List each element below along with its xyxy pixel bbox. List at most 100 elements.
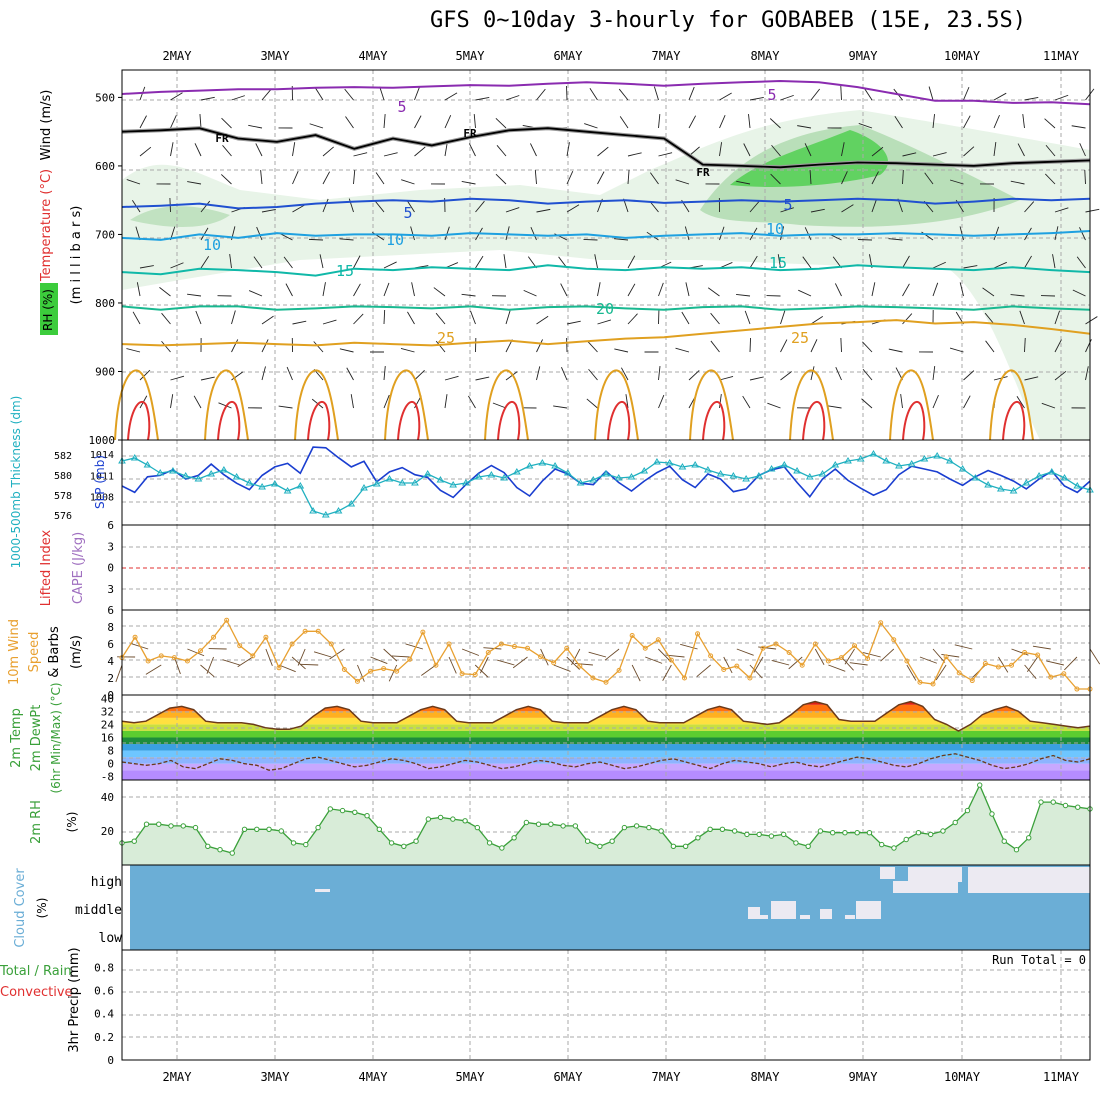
wind-barb bbox=[496, 144, 507, 157]
wind-barb bbox=[350, 394, 354, 409]
wind-barb bbox=[444, 394, 448, 409]
wind-barb-10m bbox=[863, 652, 881, 658]
wind-barb bbox=[963, 146, 975, 157]
wind-speed-point bbox=[184, 658, 190, 664]
wind-barb bbox=[780, 94, 794, 101]
pressure-axis-label: (m i l l i b a r s) bbox=[69, 206, 84, 305]
wind-barb bbox=[1024, 337, 1026, 353]
wind-barb bbox=[1054, 207, 1069, 213]
rh2m-point bbox=[572, 823, 579, 829]
wind-barb-10m bbox=[512, 656, 528, 669]
wind-barb-10m bbox=[849, 662, 868, 666]
wind-speed-point bbox=[197, 648, 203, 654]
wind-barb bbox=[1024, 255, 1032, 269]
rh2m-point bbox=[290, 840, 297, 846]
wind-barb bbox=[383, 114, 386, 129]
wind-barb bbox=[353, 283, 361, 297]
wind-barb bbox=[536, 88, 546, 101]
date-label-top: 10MAY bbox=[944, 49, 981, 63]
precip-tick-label: 0.6 bbox=[94, 985, 114, 998]
thickness-point bbox=[589, 476, 598, 483]
rh2m-point bbox=[977, 782, 983, 788]
wind-barb bbox=[587, 341, 598, 353]
wind-barb-10m bbox=[405, 643, 423, 650]
wind-speed-point bbox=[747, 675, 753, 681]
wind-speed-point bbox=[995, 664, 1001, 670]
wind-barb bbox=[530, 226, 537, 241]
wind-barb-10m bbox=[187, 648, 205, 657]
wind-barb bbox=[658, 366, 661, 381]
thickness-point bbox=[946, 457, 954, 464]
thickness-point bbox=[194, 475, 203, 482]
date-label-top: 7MAY bbox=[652, 49, 682, 63]
wind-barb bbox=[1045, 144, 1056, 157]
rh2m-point bbox=[180, 823, 186, 829]
wind-barb bbox=[1079, 227, 1086, 241]
thickness-point bbox=[691, 461, 700, 468]
wind-barb bbox=[748, 114, 751, 129]
wind-barb bbox=[315, 87, 324, 101]
wind-barb-10m bbox=[954, 644, 973, 650]
cloud-level-label: middle bbox=[75, 903, 122, 918]
wind-barb bbox=[383, 309, 386, 325]
wind-barb-10m bbox=[571, 648, 581, 666]
wind-barb bbox=[468, 395, 476, 409]
wind-barb bbox=[261, 366, 266, 381]
wind-barb bbox=[597, 319, 612, 325]
wind-barb bbox=[658, 282, 664, 297]
rh2m-point bbox=[670, 843, 677, 849]
wind-barb bbox=[685, 282, 690, 297]
wind-barb bbox=[444, 375, 459, 381]
temp-axis-label: 2m Temp bbox=[9, 708, 24, 768]
wind-barb bbox=[963, 370, 975, 381]
wind-barb bbox=[1084, 169, 1086, 185]
thickness-point bbox=[258, 483, 266, 490]
date-label-bottom: 9MAY bbox=[849, 1070, 879, 1084]
wind-barb bbox=[218, 402, 232, 409]
li-tick-label: 3 bbox=[107, 583, 114, 596]
wind-barb-10m bbox=[391, 655, 410, 658]
wind-barb bbox=[260, 170, 263, 185]
temp-tick-label: 0 bbox=[107, 758, 114, 771]
wind-barb bbox=[410, 226, 415, 241]
li-tick-label: 6 bbox=[107, 604, 114, 617]
thickness-point bbox=[920, 455, 929, 462]
heating-contour bbox=[889, 369, 934, 441]
temp-tick-label: 40 bbox=[101, 692, 114, 705]
thickness-point bbox=[933, 452, 942, 459]
precip-tick-label: 0.8 bbox=[94, 961, 114, 974]
wind-barb bbox=[566, 171, 574, 185]
wind-barb bbox=[322, 146, 334, 157]
clear-sky-patch bbox=[315, 889, 330, 892]
thickness-point bbox=[270, 480, 279, 487]
thickness-point bbox=[665, 459, 674, 466]
wind-barb bbox=[248, 290, 263, 297]
contour-orange bbox=[121, 319, 1091, 347]
wind-barb-10m bbox=[497, 659, 515, 666]
clear-sky-patch bbox=[748, 907, 760, 919]
wind-speed-point bbox=[760, 645, 766, 651]
rh2m-point bbox=[1038, 799, 1044, 805]
thickness-point bbox=[309, 507, 317, 514]
wind-barb bbox=[780, 207, 794, 213]
wind-barb bbox=[292, 320, 307, 325]
wind-barb bbox=[932, 114, 935, 129]
contour-teal bbox=[121, 264, 1091, 277]
wind-barb bbox=[1085, 366, 1089, 381]
wind-barb bbox=[993, 142, 997, 157]
wind-speed-point bbox=[459, 671, 465, 677]
wind-barb bbox=[862, 368, 873, 381]
wind-tick-label: 0 bbox=[107, 689, 114, 702]
rh2m-point bbox=[633, 823, 640, 829]
wind-barb-10m bbox=[300, 663, 319, 666]
wind-speed-point bbox=[1035, 652, 1041, 658]
thickness-point bbox=[869, 450, 878, 457]
wind-speed-point bbox=[878, 620, 884, 626]
wind-barb bbox=[313, 341, 324, 353]
wind-barb bbox=[619, 116, 629, 129]
thickness-point bbox=[436, 476, 445, 483]
precip-unit-label: 3hr Precip (mm) bbox=[67, 947, 82, 1052]
contour-label-lightblue: 10 bbox=[203, 236, 221, 254]
wind-barb bbox=[1019, 310, 1025, 325]
